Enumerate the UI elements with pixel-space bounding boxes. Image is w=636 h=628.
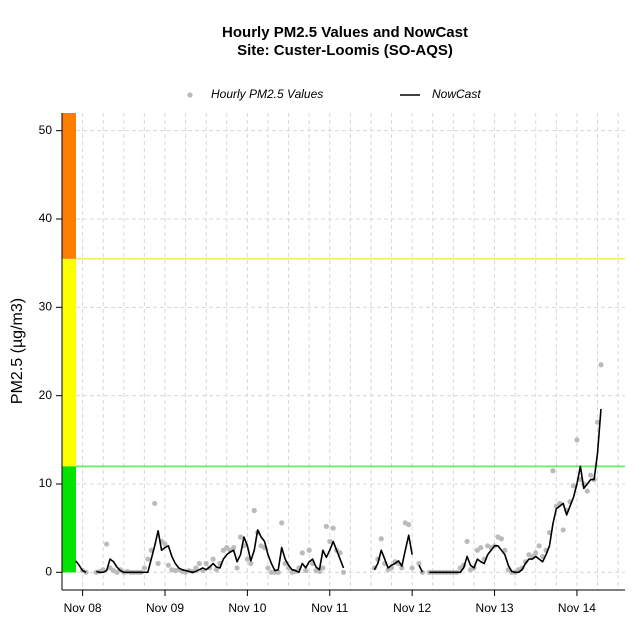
data-point xyxy=(145,556,151,562)
data-point xyxy=(152,500,158,507)
data-point xyxy=(327,538,333,545)
y-axis-label: PM2.5 (µg/m3) xyxy=(9,298,26,404)
data-point xyxy=(478,545,484,551)
y-tick-label: 50 xyxy=(39,123,53,137)
legend-label: Hourly PM2.5 Values xyxy=(211,87,323,101)
aqi-band xyxy=(62,466,76,573)
data-point xyxy=(406,522,412,528)
data-point xyxy=(464,538,470,545)
data-point xyxy=(533,550,539,556)
y-tick-label: 20 xyxy=(39,388,53,402)
data-point xyxy=(550,468,556,474)
data-point xyxy=(213,567,220,573)
data-point xyxy=(340,569,347,575)
y-tick-label: 0 xyxy=(45,565,52,579)
data-point xyxy=(303,567,309,574)
data-point xyxy=(248,560,254,567)
data-point xyxy=(265,565,271,571)
data-point xyxy=(409,565,415,571)
x-tick-label: Nov 08 xyxy=(64,601,102,615)
x-tick-label: Nov 12 xyxy=(393,601,431,615)
data-point xyxy=(196,560,202,567)
data-point xyxy=(536,543,542,549)
data-point xyxy=(244,556,250,562)
data-point xyxy=(316,568,323,575)
data-point xyxy=(594,419,601,425)
nowcast-line xyxy=(75,408,602,574)
data-point xyxy=(279,520,285,526)
x-tick-label: Nov 09 xyxy=(146,601,184,615)
data-point xyxy=(498,536,505,542)
data-point xyxy=(502,547,508,553)
data-point xyxy=(165,562,172,568)
chart-subtitle: Site: Custer-Loomis (SO-AQS) xyxy=(237,42,453,59)
data-point xyxy=(299,550,305,556)
data-point xyxy=(416,560,422,567)
x-tick-label: Nov 10 xyxy=(228,601,266,615)
data-point xyxy=(320,565,326,571)
data-point xyxy=(237,534,244,540)
x-tick-label: Nov 11 xyxy=(311,601,348,615)
y-tick-label: 30 xyxy=(39,300,53,314)
aqi-band xyxy=(62,113,76,259)
data-point xyxy=(574,437,580,443)
y-tick-label: 40 xyxy=(39,211,53,225)
data-point xyxy=(210,556,216,562)
data-point xyxy=(598,362,604,368)
data-point xyxy=(323,523,329,530)
aqi-band xyxy=(62,258,76,467)
data-point xyxy=(234,565,240,571)
data-point xyxy=(203,560,209,567)
y-tick-label: 10 xyxy=(39,476,53,490)
data-point xyxy=(330,525,336,531)
plot-area xyxy=(62,113,625,590)
data-point xyxy=(588,472,594,478)
data-point xyxy=(570,483,577,489)
x-tick-label: Nov 14 xyxy=(558,601,596,615)
data-point xyxy=(155,560,161,567)
data-point xyxy=(251,507,257,514)
data-point xyxy=(162,541,168,547)
data-point xyxy=(584,488,590,494)
data-point xyxy=(306,547,312,553)
axes: 0 10 20 30 40 50 Nov 08 Nov 09 Nov 10 Nov 11 Nov 1… xyxy=(39,87,625,615)
data-point xyxy=(275,569,281,575)
x-tick-label: Nov 13 xyxy=(476,601,514,615)
legend-label: NowCast xyxy=(432,87,481,101)
data-point xyxy=(560,527,566,533)
data-point xyxy=(104,541,110,547)
data-point xyxy=(193,565,199,571)
data-point xyxy=(141,565,147,571)
data-point xyxy=(399,565,405,571)
data-point xyxy=(378,536,384,542)
chart-title: Hourly PM2.5 Values and NowCast xyxy=(222,24,468,41)
data-point xyxy=(231,545,237,551)
legend-marker xyxy=(187,92,193,98)
